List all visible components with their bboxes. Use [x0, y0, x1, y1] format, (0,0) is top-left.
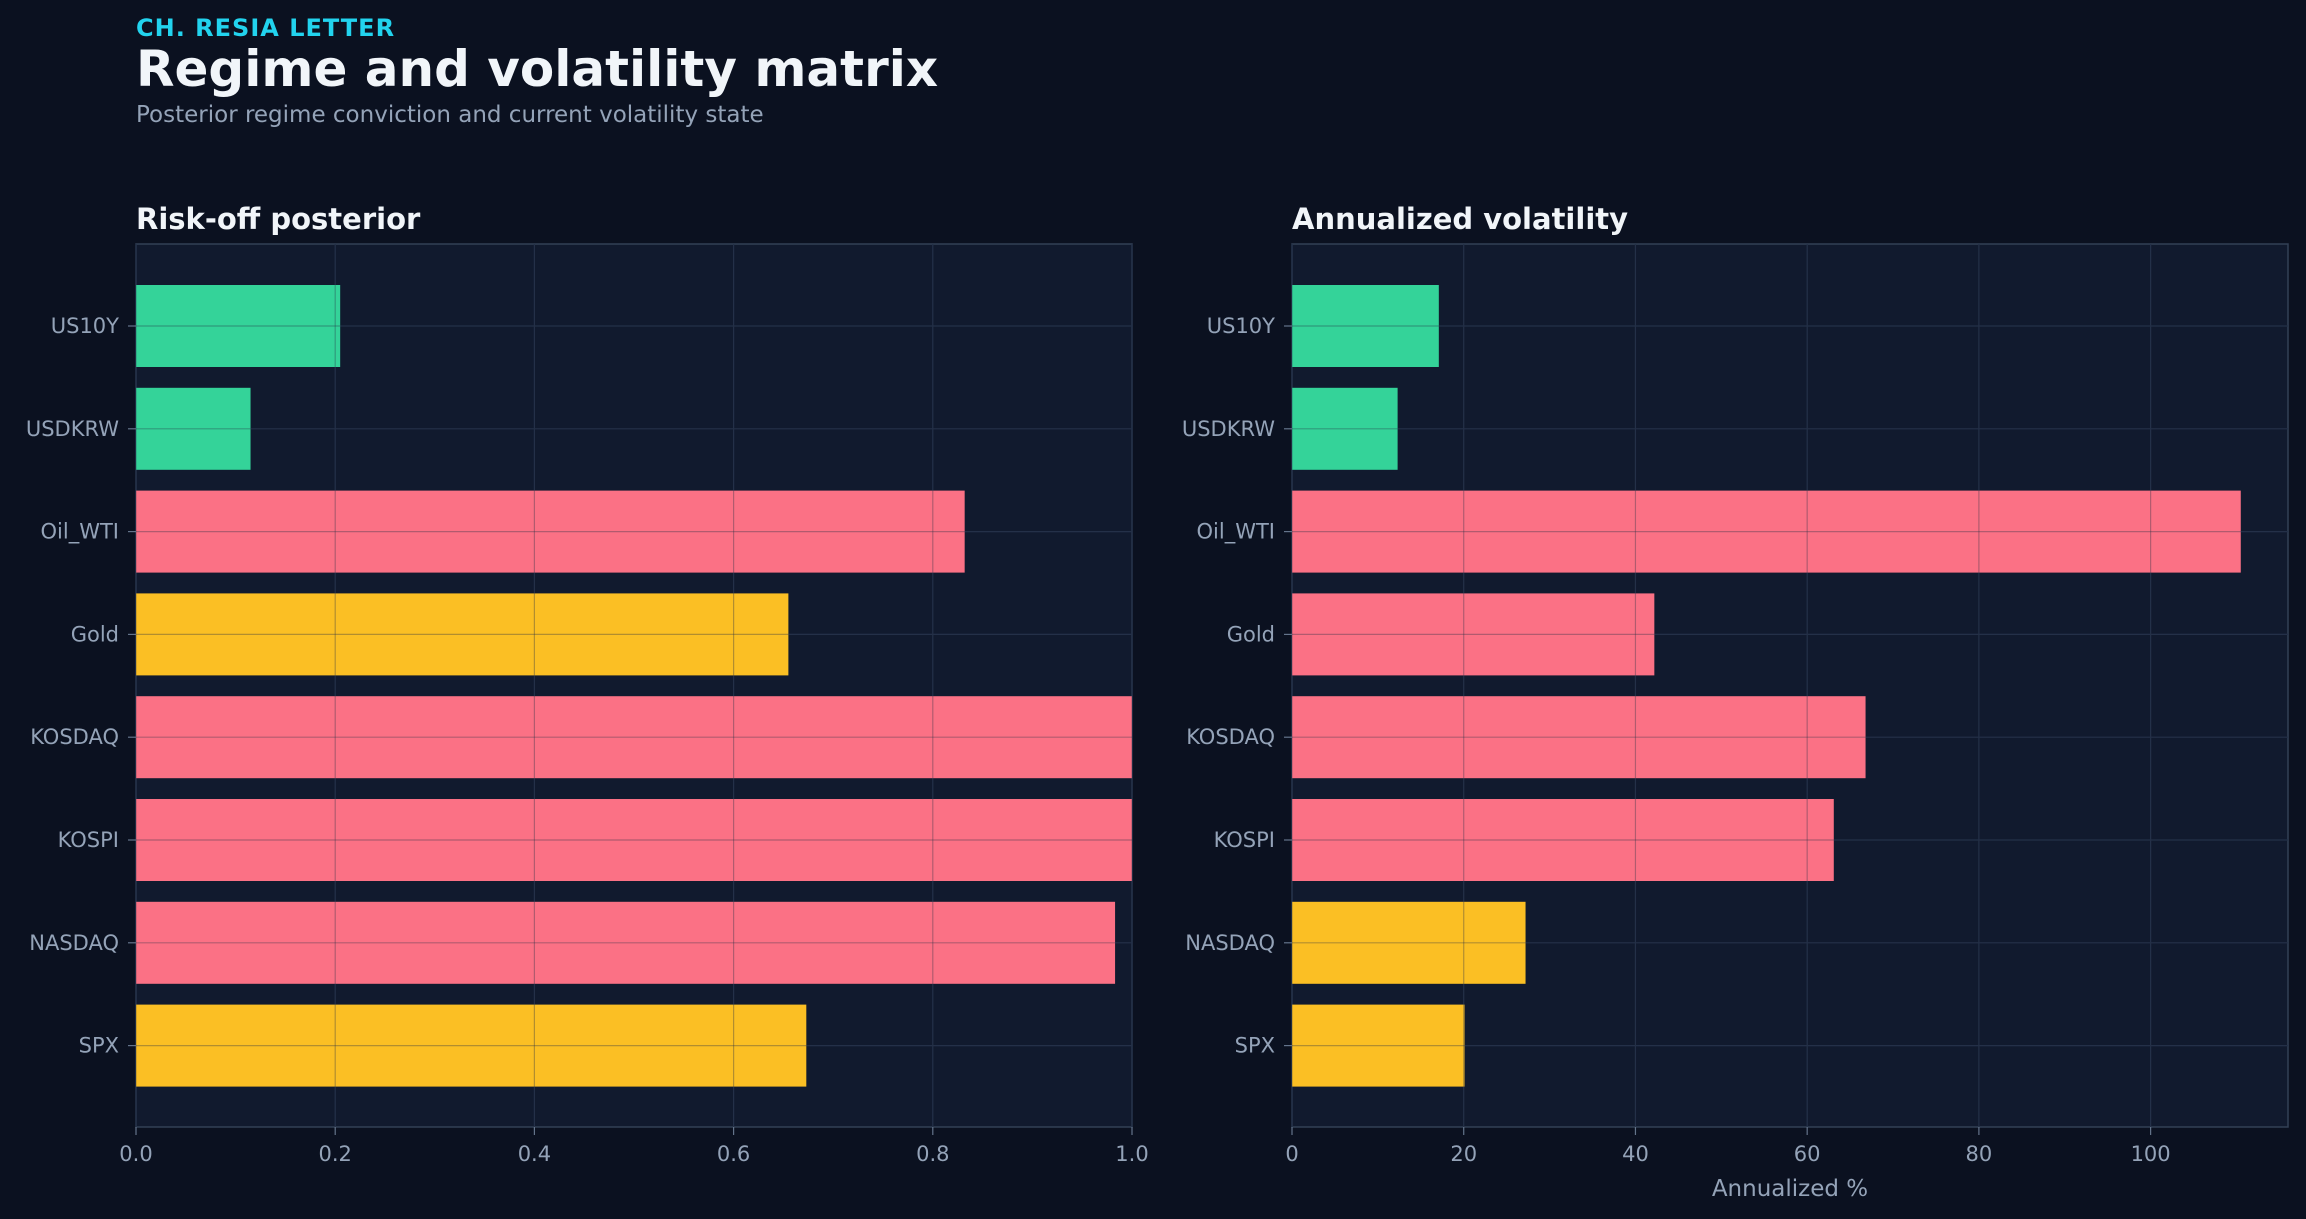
risk-off-chart-title: Risk-off posterior: [136, 202, 421, 236]
volatility-x-tick-label: 0: [1285, 1142, 1298, 1166]
volatility-chart: 0 20 40 60 80 100 US10Y USDKRW Oil_WTI Gold KOSDAQ…: [1182, 243, 2289, 1202]
risk-off-x-tick-label: 0.0: [119, 1142, 152, 1166]
volatility-bar-us10y: [1292, 285, 1439, 367]
risk-off-x-tick-label: 0.2: [318, 1142, 351, 1166]
volatility-bar-oil_wti: [1292, 490, 2241, 573]
volatility-x-tick-label: 20: [1450, 1142, 1477, 1166]
risk-off-bar-nasdaq: [136, 901, 1116, 984]
risk-off-y-tick-label: US10Y: [51, 314, 119, 338]
risk-off-y-tick-label: KOSDAQ: [30, 725, 119, 749]
report-kicker: CH. RESIA LETTER: [136, 14, 396, 42]
volatility-y-tick-label: US10Y: [1207, 314, 1275, 338]
risk-off-bar-us10y: [136, 285, 341, 367]
risk-off-plot-area: [135, 243, 1133, 1128]
risk-off-chart: 0.0 0.2 0.4 0.6 0.8 1.0 US10Y USDKRW Oil_WTI Gold…: [26, 243, 1149, 1166]
risk-off-y-tick-label: NASDAQ: [29, 931, 119, 955]
page-title: Regime and volatility matrix: [136, 40, 939, 98]
volatility-y-tick-label: KOSDAQ: [1186, 725, 1275, 749]
volatility-x-tick-label: 40: [1622, 1142, 1649, 1166]
volatility-bar-kosdaq: [1292, 696, 1866, 779]
volatility-y-tick-label: SPX: [1235, 1034, 1275, 1058]
risk-off-bar-gold: [136, 593, 789, 676]
risk-off-bar-kosdaq: [136, 696, 1132, 779]
volatility-x-tick-label: 60: [1794, 1142, 1821, 1166]
volatility-bar-usdkrw: [1292, 387, 1398, 470]
risk-off-x-tick-label: 1.0: [1115, 1142, 1148, 1166]
volatility-bar-spx: [1292, 1004, 1465, 1087]
risk-off-y-tick-label: KOSPI: [58, 828, 119, 852]
risk-off-y-tick-label: Gold: [71, 622, 119, 646]
volatility-plot-area: [1291, 243, 2289, 1128]
volatility-y-tick-label: KOSPI: [1214, 828, 1275, 852]
risk-off-bar-kospi: [136, 799, 1132, 881]
volatility-y-tick-label: Oil_WTI: [1197, 520, 1275, 545]
volatility-chart-title: Annualized volatility: [1292, 202, 1629, 236]
risk-off-x-tick-label: 0.4: [518, 1142, 551, 1166]
risk-off-y-tick-label: USDKRW: [26, 417, 119, 441]
volatility-y-tick-label: Gold: [1227, 622, 1275, 646]
risk-off-bar-spx: [136, 1004, 807, 1087]
volatility-bar-gold: [1292, 593, 1655, 676]
risk-off-y-tick-label: SPX: [79, 1034, 119, 1058]
volatility-y-tick-label: USDKRW: [1182, 417, 1275, 441]
volatility-y-tick-label: NASDAQ: [1185, 931, 1275, 955]
volatility-bar-nasdaq: [1292, 901, 1526, 984]
risk-off-x-tick-label: 0.8: [916, 1142, 949, 1166]
volatility-x-tick-label: 100: [2131, 1142, 2171, 1166]
risk-off-bar-oil_wti: [136, 490, 965, 573]
volatility-x-tick-label: 80: [1966, 1142, 1993, 1166]
volatility-bar-kospi: [1292, 799, 1834, 881]
risk-off-y-tick-label: Oil_WTI: [41, 520, 119, 545]
risk-off-bar-usdkrw: [136, 387, 251, 470]
page-subtitle: Posterior regime conviction and current …: [136, 102, 764, 128]
volatility-x-axis-label: Annualized %: [1712, 1176, 1868, 1202]
risk-off-x-tick-label: 0.6: [717, 1142, 750, 1166]
